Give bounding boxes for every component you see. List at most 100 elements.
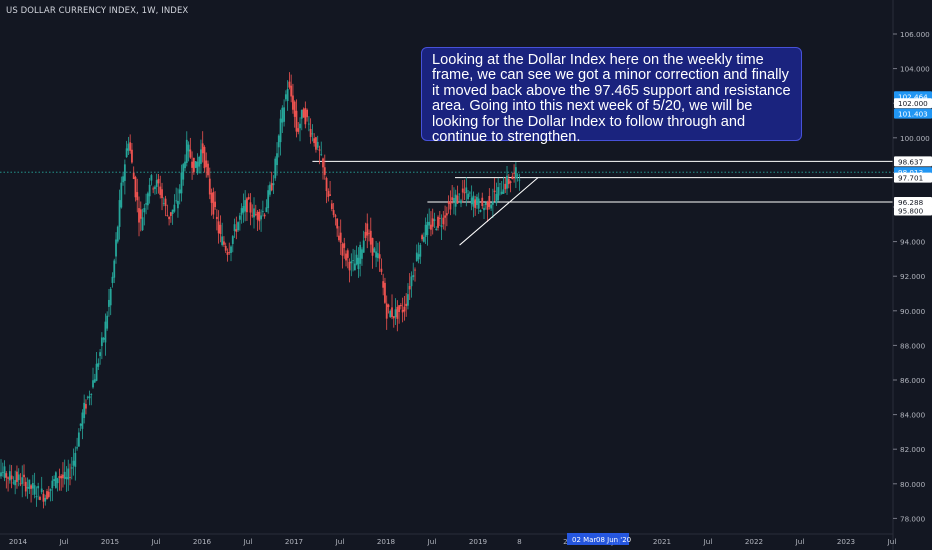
candle-body [47, 491, 50, 497]
candle-body [108, 299, 110, 307]
candle-body [242, 206, 245, 213]
price-tags: 102.464101.40398.63798.01397.70196.28810… [894, 91, 932, 216]
candle-body [247, 197, 250, 200]
analysis-note[interactable]: Looking at the Dollar Index here on the … [421, 47, 802, 145]
time-tick-label: 2 [563, 537, 568, 546]
price-tag-box [894, 108, 932, 119]
candle-body [134, 176, 137, 198]
candle-body [332, 210, 335, 215]
candle-body [166, 215, 169, 216]
price-tick-label: 90.000 [900, 307, 926, 316]
candle-body [200, 149, 202, 164]
candle-body [223, 241, 225, 245]
time-tick-label: 2022 [745, 537, 763, 546]
time-tick-label: Jul [795, 537, 805, 546]
candle-body [330, 203, 333, 210]
price-tick-label: 82.000 [900, 445, 926, 454]
candle-body [138, 208, 140, 223]
candle-body [63, 471, 66, 479]
candle-body [509, 181, 512, 184]
candle-body [435, 228, 438, 230]
candle-body [343, 243, 346, 248]
time-tick-label: 2015 [101, 537, 119, 546]
candle-body [302, 109, 305, 118]
candle-body [345, 253, 347, 261]
candle-body [493, 190, 496, 193]
candle-body [24, 481, 27, 492]
price-tick-label: 88.000 [900, 341, 926, 350]
candle-body [192, 157, 195, 173]
candle-body [28, 479, 31, 490]
candle-body [361, 249, 363, 259]
candle-body [39, 496, 41, 500]
candle-body [3, 466, 6, 478]
candle-body [453, 198, 455, 202]
candle-body [299, 123, 301, 129]
time-axis: 2014 Jul 2015 Jul 2016 Jul 2017 Jul 2018 Jul 2019 8… [0, 533, 896, 546]
candle-body [205, 160, 208, 167]
candle-body [380, 268, 383, 272]
candle-body [405, 303, 408, 307]
candle-body [129, 142, 132, 151]
candle-body [115, 239, 117, 257]
candle-body [40, 488, 43, 493]
candle-body [74, 452, 77, 467]
candle-body [237, 222, 239, 231]
candle-body [451, 197, 454, 201]
candle-body [219, 224, 222, 234]
candle-body [251, 215, 254, 217]
candle-body [46, 491, 48, 500]
candle-body [184, 161, 186, 169]
candle-body [157, 178, 160, 184]
candle-body [384, 282, 386, 303]
candle-body [12, 482, 15, 484]
price-tick-label: 104.000 [900, 65, 930, 74]
candle-body [109, 288, 112, 306]
time-tick-label: Jul [243, 537, 253, 546]
candle-body [315, 137, 317, 150]
candle-body [224, 246, 227, 251]
candle-body [364, 231, 367, 238]
candle-body [99, 352, 101, 357]
candle-body [69, 477, 71, 478]
candle-body [35, 496, 38, 498]
candle-body [102, 338, 105, 340]
candle-body [516, 174, 519, 176]
candle-body [194, 161, 197, 168]
candle-body [371, 238, 374, 256]
candle-body [171, 209, 174, 215]
price-tag: 96.288 [894, 197, 932, 208]
time-tick-label: 2023 [837, 537, 855, 546]
candle-body [398, 305, 400, 312]
candle-body [131, 149, 133, 163]
candle-body [442, 217, 445, 225]
candle-body [440, 225, 443, 228]
candle-body [93, 379, 96, 383]
candle-body [279, 118, 282, 143]
candle-body [210, 192, 213, 203]
candle-body [95, 363, 98, 381]
price-tick-label: 78.000 [900, 514, 926, 523]
price-tag: 95.800 [894, 205, 932, 216]
candle-body [417, 254, 420, 260]
candle-body [431, 218, 434, 227]
candle-body [415, 252, 418, 262]
candle-body [449, 201, 452, 210]
candle-body [5, 473, 8, 478]
price-tick-label: 100.000 [900, 134, 930, 143]
price-tag-label: 96.288 [898, 198, 924, 207]
candle-body [325, 178, 328, 192]
candle-body [139, 209, 142, 219]
time-tick-label: 2014 [9, 537, 28, 546]
candle-body [51, 480, 54, 489]
candle-body [456, 195, 459, 204]
time-tick-label: Jul [703, 537, 713, 546]
candle-body [143, 208, 146, 213]
candle-body [244, 200, 247, 212]
candle-body [161, 189, 163, 199]
candle-body [230, 246, 232, 253]
candle-body [180, 172, 183, 194]
candle-body [472, 195, 475, 207]
